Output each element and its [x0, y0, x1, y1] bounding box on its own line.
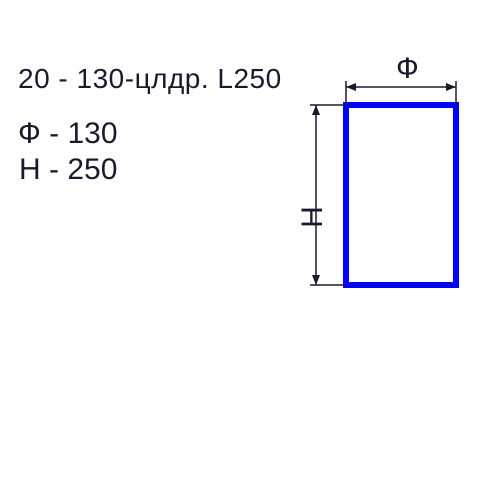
spec-title: 20 - 130-цлдр. L250	[18, 63, 282, 95]
h-spec: Н - 250	[19, 153, 117, 187]
dim-h-arrow-right	[446, 83, 456, 91]
phi-spec: Ф - 130	[18, 117, 118, 151]
dim-h-arrow-left	[346, 83, 356, 91]
dim-v-arrow-bottom	[312, 275, 320, 285]
h-dimension-label: H	[296, 206, 330, 228]
cylinder-rect	[346, 105, 456, 285]
diagram-svg	[288, 55, 488, 325]
phi-dimension-label: Ф	[396, 52, 419, 86]
dimension-diagram	[288, 55, 488, 325]
dim-v-arrow-top	[312, 105, 320, 115]
